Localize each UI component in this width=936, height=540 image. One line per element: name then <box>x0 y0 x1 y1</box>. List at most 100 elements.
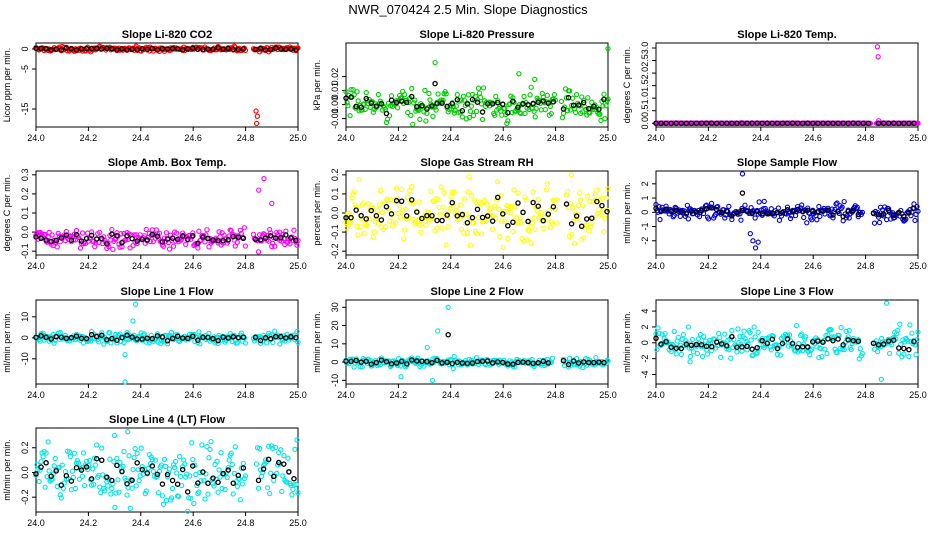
data-point <box>454 92 460 98</box>
data-point <box>168 495 175 501</box>
data-point-black <box>880 120 887 126</box>
data-point-black <box>293 47 299 53</box>
data-point-black <box>708 205 715 211</box>
data-point <box>867 120 874 127</box>
data-point-black <box>78 238 85 244</box>
data-point <box>235 475 241 482</box>
data-point <box>293 481 299 488</box>
data-point-black <box>789 208 796 215</box>
data-point-black <box>911 205 917 211</box>
data-point-black <box>124 46 130 53</box>
data-point <box>358 215 364 221</box>
data-point-black <box>235 334 242 341</box>
data-point-black <box>901 120 907 127</box>
data-point <box>253 461 260 467</box>
y-axis-label: degrees C per min. <box>2 175 12 252</box>
data-point-black <box>283 46 289 53</box>
x-tick-label: 24.4 <box>132 390 150 400</box>
data-point-black <box>439 360 445 366</box>
data-point-black <box>500 211 506 217</box>
data-point-black <box>708 120 715 126</box>
data-point-black <box>184 46 191 52</box>
data-point-black <box>845 337 851 343</box>
data-point <box>876 118 882 124</box>
x-tick-label: 25.0 <box>289 261 307 271</box>
plot-frame <box>35 42 299 128</box>
data-point-black <box>432 80 438 87</box>
x-tick-label: 24.2 <box>80 390 98 400</box>
data-point <box>175 493 182 499</box>
data-point <box>695 336 702 342</box>
data-point <box>729 327 735 334</box>
data-point-black <box>272 235 279 241</box>
data-point-black <box>93 333 100 340</box>
data-point-black <box>484 358 491 364</box>
data-point <box>838 325 844 331</box>
data-point-black <box>398 98 405 104</box>
data-point <box>602 115 608 122</box>
data-point <box>80 450 87 456</box>
data-point <box>809 217 815 223</box>
data-point <box>360 200 366 206</box>
data-point-black <box>230 334 237 340</box>
data-point-black <box>525 102 531 108</box>
data-point-black <box>286 469 292 475</box>
data-point <box>715 204 721 210</box>
data-point-black <box>225 45 231 52</box>
data-point-black <box>439 217 445 224</box>
x-tick-label: 24.6 <box>494 133 512 143</box>
data-point <box>54 244 60 250</box>
data-point <box>598 211 604 218</box>
data-point-black <box>190 463 196 469</box>
data-point <box>159 493 166 499</box>
data-point <box>577 190 583 196</box>
data-point-black <box>179 233 186 239</box>
data-point-black <box>449 360 455 367</box>
data-point-black <box>850 207 857 214</box>
data-point <box>423 118 429 124</box>
data-point-black <box>134 336 140 342</box>
data-point <box>374 208 381 214</box>
data-point <box>232 444 238 450</box>
data-point-black <box>575 360 582 366</box>
data-point <box>657 216 663 223</box>
data-point <box>435 196 441 203</box>
data-point-black <box>88 331 95 338</box>
data-point-black <box>230 233 237 240</box>
data-point-black <box>255 477 262 484</box>
x-tick-label: 24.4 <box>442 390 460 400</box>
data-point <box>478 231 485 237</box>
data-point <box>901 351 907 357</box>
data-point <box>113 490 119 496</box>
data-point-black <box>33 234 39 240</box>
data-point <box>473 230 480 236</box>
x-tick-label: 25.0 <box>599 261 617 271</box>
data-point-black <box>68 237 75 243</box>
data-point <box>58 495 64 501</box>
data-point <box>687 359 693 365</box>
data-point-black <box>164 46 171 52</box>
data-point-black <box>291 475 297 482</box>
data-point-black <box>409 197 415 203</box>
data-point-black <box>550 203 557 210</box>
panel-title: Slope Sample Flow <box>737 157 838 169</box>
data-point <box>217 474 223 480</box>
data-point <box>199 442 205 448</box>
data-point <box>785 343 792 349</box>
panel-5: Slope Gas Stream RH percent per min. 24.0 2… <box>312 157 617 271</box>
data-point-black <box>210 46 216 52</box>
panel-title: Slope Line 2 Flow <box>431 286 524 298</box>
data-point <box>881 204 888 210</box>
data-point-black <box>855 211 862 218</box>
data-point-black <box>139 336 145 342</box>
data-point <box>532 114 538 120</box>
data-point <box>762 205 768 212</box>
x-tick-label: 25.0 <box>909 390 927 400</box>
data-point <box>102 488 108 494</box>
x-tick-label: 24.8 <box>857 133 875 143</box>
data-point <box>694 350 701 357</box>
data-point <box>93 462 99 468</box>
data-point <box>168 329 175 336</box>
data-point-black <box>875 120 882 126</box>
data-point <box>79 473 86 479</box>
